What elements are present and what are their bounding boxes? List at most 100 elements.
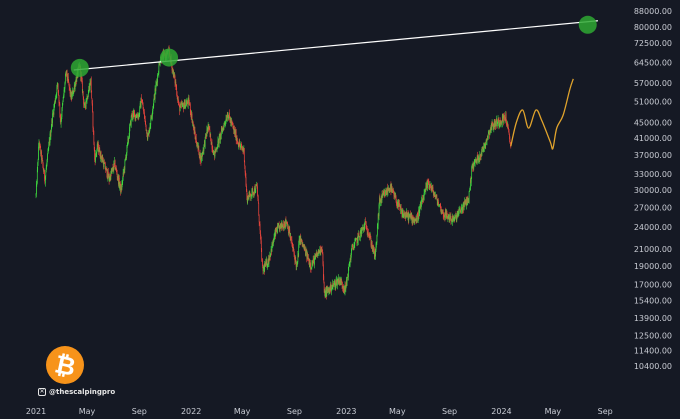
candle-body bbox=[371, 243, 373, 248]
candle-body bbox=[388, 190, 390, 192]
candle-body bbox=[355, 238, 357, 241]
candle-body bbox=[351, 245, 353, 247]
candle-body bbox=[236, 139, 238, 141]
candle-body bbox=[115, 167, 117, 170]
candle-body bbox=[135, 115, 137, 118]
candle-body bbox=[312, 258, 314, 263]
candle-body bbox=[359, 236, 360, 237]
candle-body bbox=[277, 225, 279, 228]
candle-body bbox=[75, 83, 76, 86]
candle-body bbox=[121, 183, 123, 190]
candle-body bbox=[493, 120, 495, 127]
candle-body bbox=[480, 153, 482, 157]
candle-body bbox=[408, 213, 409, 221]
candle-body bbox=[290, 236, 291, 238]
candle-body bbox=[197, 143, 198, 146]
candle-body bbox=[210, 141, 212, 145]
candle-body bbox=[299, 235, 301, 242]
candle-body bbox=[380, 197, 382, 202]
candle-body bbox=[327, 288, 329, 291]
candle-body bbox=[371, 243, 373, 246]
candle-body bbox=[72, 90, 73, 94]
candle-body bbox=[410, 216, 412, 220]
candle-body bbox=[48, 144, 50, 150]
candle-body bbox=[312, 262, 314, 265]
candle-body bbox=[344, 288, 345, 292]
candle-body bbox=[460, 211, 461, 213]
candle-body bbox=[153, 99, 155, 106]
candle-body bbox=[141, 102, 143, 103]
candle-body bbox=[42, 157, 43, 161]
candle-body bbox=[481, 148, 483, 156]
candle-body bbox=[229, 119, 231, 123]
candle-body bbox=[285, 219, 287, 225]
candle-body bbox=[283, 224, 284, 229]
candle-body bbox=[467, 197, 468, 206]
candle-body bbox=[176, 95, 178, 97]
candle-body bbox=[393, 195, 395, 198]
candle-body bbox=[390, 184, 392, 193]
candle-body bbox=[206, 135, 207, 137]
candle-body bbox=[390, 184, 391, 190]
candle-body bbox=[222, 128, 223, 132]
candle-body bbox=[40, 151, 42, 155]
candle-body bbox=[307, 257, 309, 260]
candle-body bbox=[222, 128, 224, 129]
candle-body bbox=[65, 72, 67, 74]
candle-body bbox=[238, 145, 240, 147]
candle-body bbox=[482, 148, 484, 152]
candle-body bbox=[466, 199, 468, 206]
candle-body bbox=[411, 215, 413, 220]
candle-body bbox=[215, 148, 217, 150]
candle-body bbox=[291, 239, 292, 241]
candle-body bbox=[184, 101, 185, 107]
candle-body bbox=[112, 167, 113, 169]
y-tick-label: 10400.00 bbox=[634, 362, 672, 371]
candle-body bbox=[293, 250, 295, 255]
candle-body bbox=[209, 126, 210, 130]
candle-body bbox=[74, 83, 76, 89]
candle-body bbox=[508, 128, 510, 132]
candle-body bbox=[108, 175, 110, 181]
candle-body bbox=[47, 154, 48, 161]
candle-body bbox=[123, 172, 124, 174]
candle-body bbox=[463, 202, 465, 210]
candle-body bbox=[331, 289, 332, 292]
candle-body bbox=[434, 194, 436, 197]
candle-body bbox=[130, 121, 131, 126]
candle-body bbox=[88, 86, 90, 90]
candle-body bbox=[206, 129, 208, 137]
candle-body bbox=[81, 80, 83, 92]
candle-body bbox=[127, 142, 128, 146]
candle-body bbox=[281, 222, 283, 227]
candle-body bbox=[257, 199, 259, 204]
candle-body bbox=[64, 76, 66, 83]
candle-body bbox=[407, 214, 408, 217]
y-tick-label: 45000.00 bbox=[634, 118, 672, 127]
candle-body bbox=[215, 149, 216, 152]
candle-body bbox=[210, 133, 212, 142]
candle-body bbox=[456, 214, 458, 221]
candle-body bbox=[402, 213, 403, 217]
candle-body bbox=[453, 217, 455, 219]
candle-body bbox=[108, 175, 110, 178]
candle-body bbox=[405, 213, 407, 217]
candle-body bbox=[433, 194, 435, 195]
candle-body bbox=[63, 89, 65, 96]
candle-body bbox=[364, 223, 365, 231]
candle-body bbox=[221, 129, 223, 130]
candle-body bbox=[421, 198, 423, 200]
candle-body bbox=[456, 216, 457, 221]
y-tick-label: 72500.00 bbox=[634, 39, 672, 48]
candle-body bbox=[343, 289, 345, 290]
candle-body bbox=[416, 215, 418, 216]
candle-body bbox=[340, 278, 342, 285]
candle-body bbox=[199, 152, 201, 157]
candle-body bbox=[305, 250, 306, 256]
candle-body bbox=[471, 166, 473, 178]
candle-body bbox=[473, 163, 475, 168]
x-tick-label: Sep bbox=[598, 407, 613, 416]
candle-body bbox=[152, 107, 154, 112]
candle-body bbox=[415, 219, 416, 220]
candle-body bbox=[298, 244, 300, 256]
